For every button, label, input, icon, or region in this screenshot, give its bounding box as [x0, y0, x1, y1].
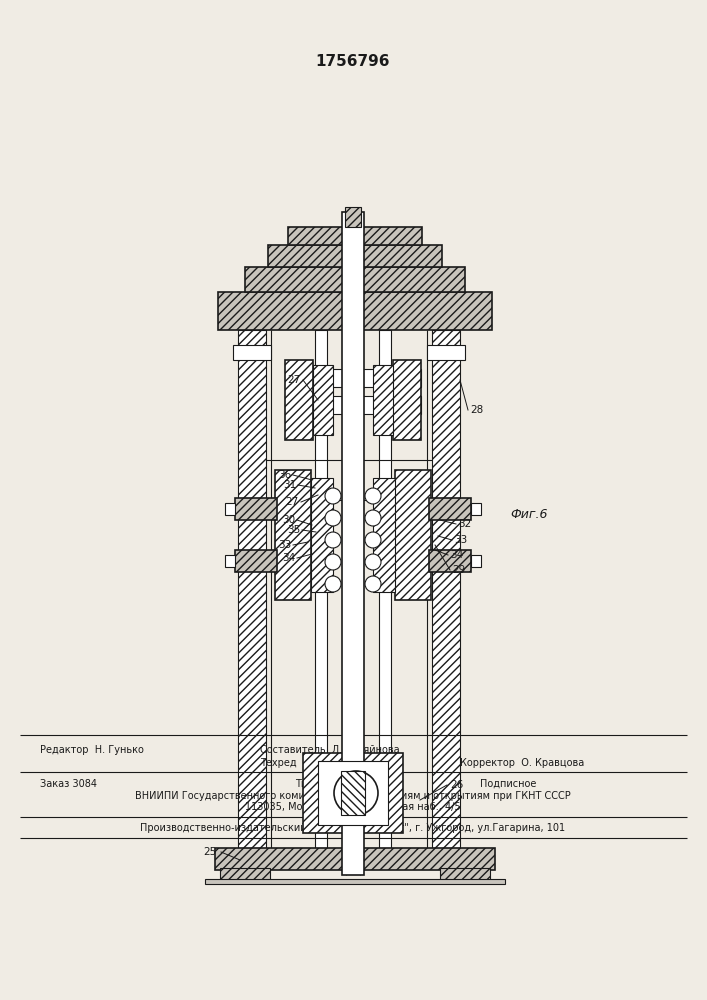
Bar [285, 369, 421, 387]
Circle shape [325, 510, 341, 526]
Bar [345, 207, 361, 227]
Bar [311, 478, 333, 592]
Bar [440, 868, 490, 882]
Bar [225, 503, 235, 515]
Bar [175, 115, 545, 890]
Bar [318, 761, 388, 825]
Bar [285, 396, 421, 414]
Text: 26: 26 [450, 780, 463, 790]
Circle shape [365, 532, 381, 548]
Bar [373, 478, 395, 592]
Text: 34: 34 [282, 553, 295, 563]
Text: ВНИИПИ Государственного комитета по изобретениям и открытиям при ГКНТ СССР: ВНИИПИ Государственного комитета по изоб… [135, 791, 571, 801]
Bar [395, 470, 431, 600]
Circle shape [365, 510, 381, 526]
Text: 1756796: 1756796 [316, 54, 390, 70]
Bar [215, 848, 495, 870]
Circle shape [325, 532, 341, 548]
Bar [342, 212, 364, 875]
Text: Производственно-издательский комбинат "Патент", г. Ужгород, ул.Гагарина, 101: Производственно-издательский комбинат "П… [141, 823, 566, 833]
Text: Составитель  Л. Горяйнова: Составитель Л. Горяйнова [260, 745, 399, 755]
Text: 27: 27 [285, 497, 298, 507]
Text: 32: 32 [458, 519, 472, 529]
Text: 27: 27 [287, 375, 300, 385]
Text: Редактор  Н. Гунько: Редактор Н. Гунько [40, 745, 144, 755]
Bar [288, 227, 422, 245]
Bar [268, 245, 442, 267]
Bar [379, 330, 391, 848]
Text: 28: 28 [470, 405, 484, 415]
Bar [429, 498, 471, 520]
Bar [315, 330, 327, 848]
Text: 34: 34 [450, 550, 463, 560]
Bar [341, 771, 365, 815]
Bar [235, 550, 277, 572]
Circle shape [365, 488, 381, 504]
Text: Тираж: Тираж [295, 779, 328, 789]
Bar [373, 365, 393, 435]
Text: Корректор  О. Кравцова: Корректор О. Кравцова [460, 758, 584, 768]
Bar [471, 555, 481, 567]
Circle shape [334, 771, 378, 815]
Bar [471, 503, 481, 515]
Circle shape [365, 576, 381, 592]
Text: Заказ 3084: Заказ 3084 [40, 779, 97, 789]
Bar [275, 470, 311, 600]
Text: Техред  М.Моргентал: Техред М.Моргентал [260, 758, 370, 768]
Text: 29: 29 [452, 565, 465, 575]
Bar [429, 550, 471, 572]
Text: 35: 35 [287, 525, 300, 535]
Bar [235, 498, 277, 520]
Text: 113035, Москва, Ж-35, Раушская наб., 4/5: 113035, Москва, Ж-35, Раушская наб., 4/5 [245, 802, 461, 812]
Text: Подписное: Подписное [480, 779, 537, 789]
Bar [238, 330, 266, 848]
Text: 31: 31 [283, 480, 296, 490]
Circle shape [365, 554, 381, 570]
Bar [220, 868, 270, 882]
Circle shape [325, 554, 341, 570]
Text: 25: 25 [203, 847, 216, 857]
Bar [205, 879, 505, 884]
Bar [285, 360, 313, 440]
Bar [393, 360, 421, 440]
Text: 30: 30 [282, 515, 295, 525]
Circle shape [325, 488, 341, 504]
Bar [432, 330, 460, 848]
Text: 33: 33 [278, 540, 291, 550]
Text: 36: 36 [278, 470, 291, 480]
Circle shape [325, 576, 341, 592]
Text: 33: 33 [454, 535, 467, 545]
Bar [313, 365, 333, 435]
Bar [303, 753, 403, 833]
Bar [245, 267, 465, 292]
Text: Фиг.6: Фиг.6 [510, 508, 547, 522]
Bar [218, 292, 492, 330]
Bar [233, 345, 271, 360]
Bar [427, 345, 465, 360]
Bar [225, 555, 235, 567]
